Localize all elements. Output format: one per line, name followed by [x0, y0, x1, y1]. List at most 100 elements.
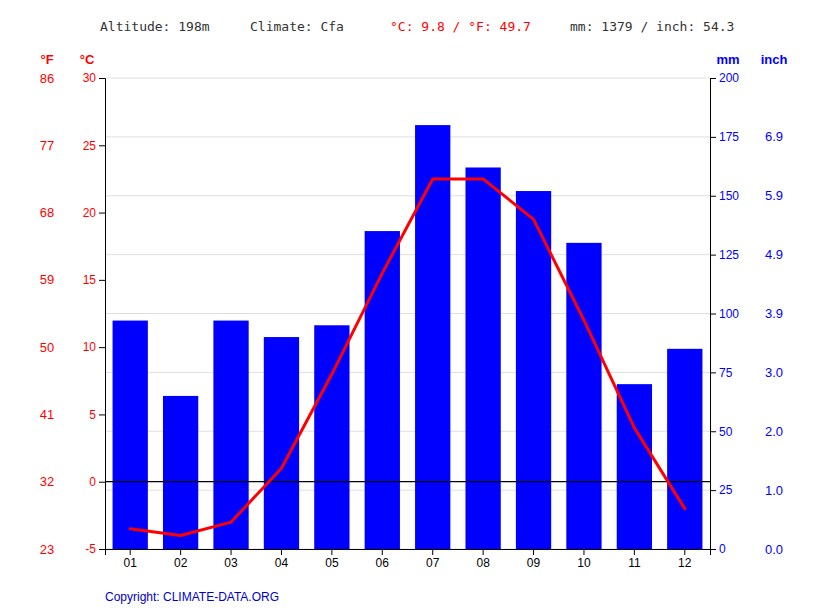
tick: 09	[527, 549, 541, 570]
grid-line	[105, 254, 710, 255]
tick: 75	[710, 366, 733, 380]
grid-line	[105, 372, 710, 373]
tick: 08	[476, 549, 490, 570]
unit-label: 68	[40, 205, 54, 220]
tick-mark	[432, 549, 433, 555]
unit-label: 4.9	[765, 247, 783, 262]
grid-line	[105, 78, 710, 79]
tick-mark	[710, 490, 716, 491]
bar	[314, 325, 349, 549]
tick-label: 08	[476, 556, 490, 570]
tick-mark	[710, 196, 716, 197]
tick: 10	[577, 549, 591, 570]
unit-label: 86	[40, 71, 54, 86]
annotations: °F2332415059687786inch0.01.02.03.03.94.9…	[40, 52, 788, 557]
tick-label: 5	[89, 408, 96, 422]
bar-series	[113, 125, 703, 549]
bar	[465, 167, 500, 549]
tick-mark	[231, 549, 232, 555]
tick-label: 0	[719, 542, 726, 556]
subtitle: °C: 9.8 / °F: 49.7	[390, 19, 531, 34]
tick-mark	[99, 213, 105, 214]
grid-line	[105, 136, 710, 137]
tick: 07	[426, 549, 440, 570]
tick-label: 30	[83, 71, 97, 85]
tick-label: 03	[224, 556, 238, 570]
tick-label: 100	[719, 307, 739, 321]
bar	[566, 243, 601, 549]
bar	[365, 231, 400, 549]
tick-mark	[710, 549, 716, 550]
tick-mark	[99, 482, 105, 483]
tick-mark	[710, 255, 716, 256]
tick-mark	[710, 78, 716, 79]
tick-mark	[99, 414, 105, 415]
tick: 30	[83, 71, 105, 85]
tick: 06	[376, 549, 390, 570]
tick: 10	[83, 340, 105, 354]
tick-mark	[281, 549, 282, 555]
unit-label: 3.9	[765, 306, 783, 321]
tick-mark	[583, 549, 584, 555]
tick-label: 25	[719, 483, 733, 497]
tick-mark	[99, 145, 105, 146]
tick-label: 15	[83, 273, 97, 287]
tick: 20	[83, 206, 105, 220]
bar	[213, 321, 248, 549]
tick-label: 09	[527, 556, 541, 570]
tick-label: 0	[89, 475, 96, 489]
tick-label: 07	[426, 556, 440, 570]
tick: 02	[174, 549, 188, 570]
subtitle: Climate: Cfa	[250, 19, 344, 34]
tick-mark	[331, 549, 332, 555]
unit-header: °F	[40, 52, 53, 67]
tick: 15	[83, 273, 105, 287]
tick-mark	[99, 549, 105, 550]
tick: 125	[710, 248, 739, 262]
line	[130, 179, 685, 536]
caption: Copyright: CLIMATE-DATA.ORG	[105, 590, 279, 604]
tick: 175	[710, 130, 739, 144]
tick-mark	[130, 549, 131, 555]
tick: 04	[275, 549, 289, 570]
subtitle: mm: 1379 / inch: 54.3	[570, 19, 734, 34]
unit-label: 6.9	[765, 129, 783, 144]
tick-mark	[710, 314, 716, 315]
tick-label: -5	[85, 542, 96, 556]
tick: 25	[710, 483, 733, 497]
tick-label: 125	[719, 248, 739, 262]
tick-mark	[710, 372, 716, 373]
tick: 01	[124, 549, 138, 570]
tick-label: 75	[719, 366, 733, 380]
tick-label: 175	[719, 130, 739, 144]
unit-label: 50	[40, 340, 54, 355]
tick: 5	[89, 408, 105, 422]
tick: -5	[85, 542, 105, 556]
tick-label: 06	[376, 556, 390, 570]
tick: 03	[224, 549, 238, 570]
axis-title: °C	[80, 52, 95, 67]
tick-label: 20	[83, 206, 97, 220]
tick: 150	[710, 189, 739, 203]
tick: 12	[678, 549, 692, 570]
x-axis: 010203040506070809101112	[106, 549, 711, 570]
tick-label: 25	[83, 139, 97, 153]
reference-line	[105, 481, 710, 482]
subtitle: Altitude: 198m	[100, 19, 210, 34]
tick: 200	[710, 71, 739, 85]
tick-label: 200	[719, 71, 739, 85]
tick-mark	[483, 549, 484, 555]
tick-label: 10	[83, 340, 97, 354]
tick-label: 10	[577, 556, 591, 570]
tick: 05	[325, 549, 339, 570]
unit-header: inch	[761, 52, 788, 67]
chart: 010203040506070809101112-505101520253002…	[0, 0, 815, 611]
tick: 100	[710, 307, 739, 321]
unit-label: 32	[40, 474, 54, 489]
grid-line	[105, 313, 710, 314]
axis-line	[99, 79, 106, 550]
unit-label: 77	[40, 138, 54, 153]
axis-line	[106, 550, 711, 556]
tick-label: 05	[325, 556, 339, 570]
tick-mark	[710, 431, 716, 432]
